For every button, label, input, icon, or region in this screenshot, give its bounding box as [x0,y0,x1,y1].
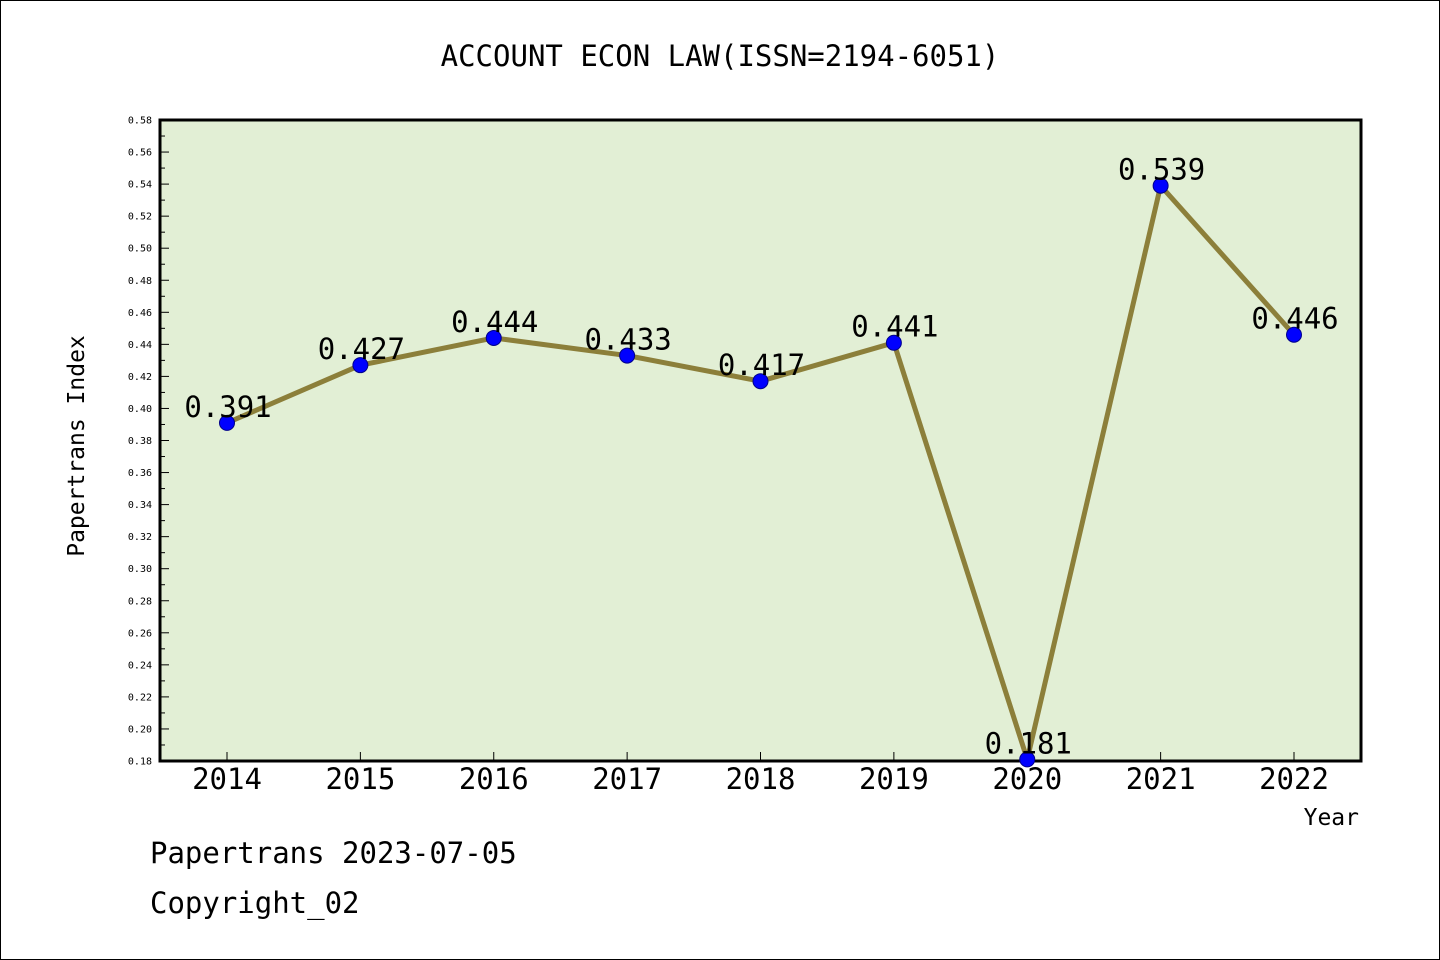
data-value-label: 0.433 [584,323,671,357]
data-series [219,177,1302,768]
footer-date-text: Papertrans 2023-07-05 [150,836,517,870]
data-point-marker [219,414,235,431]
x-tick-label: 2014 [192,762,262,796]
y-tick-label: 0.20 [128,724,152,735]
y-tick-label: 0.18 [128,757,152,768]
data-point-marker [752,373,769,390]
y-tick-label: 0.50 [128,244,152,255]
y-tick-label: 0.38 [128,436,152,447]
y-tick-label: 0.44 [128,340,152,351]
data-point-marker [619,347,636,364]
data-point-marker [885,334,902,351]
y-tick-label: 0.52 [128,212,152,223]
data-value-label: 0.441 [851,310,938,344]
data-point-marker [485,329,502,346]
data-value-label: 0.539 [1118,153,1205,187]
x-tick-label: 2019 [859,762,929,796]
x-tick-label: 2020 [992,762,1062,796]
y-tick-label: 0.34 [128,500,152,511]
x-tick-label: 2021 [1126,762,1196,796]
data-point-marker [352,357,369,374]
x-tick-label: 2018 [726,762,796,796]
data-point-marker [1152,177,1169,194]
y-tick-label: 0.32 [128,532,152,543]
y-tick-label: 0.42 [128,372,152,383]
chart-title: ACCOUNT ECON LAW(ISSN=2194-6051) [441,39,1000,73]
y-tick-label: 0.22 [128,692,152,703]
y-tick-label: 0.28 [128,596,152,607]
y-tick-label: 0.40 [128,404,152,415]
y-tick-label: 0.54 [128,180,152,191]
data-point-marker [1019,751,1036,768]
x-axis-label: Year [1304,805,1359,831]
data-labels: 0.391 0.427 0.444 0.433 0.417 0.441 0.181 0.539… [184,153,1338,761]
x-tick-label: 2022 [1259,762,1329,796]
y-tick-label: 0.46 [128,308,152,319]
y-tick-label: 0.26 [128,628,152,639]
y-tick-label: 0.24 [128,660,152,671]
x-tick-label: 2016 [459,762,529,796]
y-tick-label: 0.36 [128,468,152,479]
plot-area [158,118,1363,763]
data-value-label: 0.181 [985,726,1072,760]
y-tick-label: 0.48 [128,276,152,287]
y-tick-label: 0.56 [128,148,152,159]
x-tick-label: 2017 [592,762,662,796]
x-axis: 2014 2015 2016 2017 2018 2019 2020 2021 2022 [192,752,1329,796]
x-tick-label: 2015 [325,762,395,796]
y-axis-label: Papertrans Index [64,335,90,557]
data-value-label: 0.417 [718,348,805,382]
data-value-label: 0.427 [318,332,405,366]
y-axis: 0.18 0.20 0.22 0.24 0.26 0.28 0.30 0.32 0.34 0.36… [128,116,169,768]
y-tick-label: 0.58 [128,116,152,127]
footer-copyright-text: Copyright_02 [150,886,360,920]
data-point-marker [1286,326,1302,343]
data-value-label: 0.446 [1251,302,1338,336]
y-tick-label: 0.30 [128,564,152,575]
data-value-label: 0.391 [184,390,271,424]
data-value-label: 0.444 [451,305,538,339]
